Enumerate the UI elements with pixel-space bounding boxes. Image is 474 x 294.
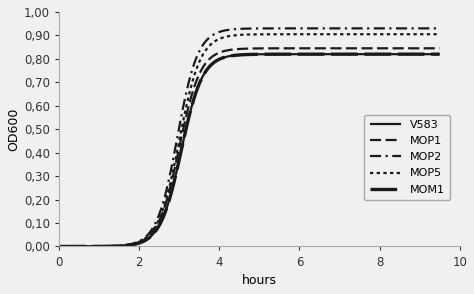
MOP5 <box>345 32 351 36</box>
MOP5 <box>80 245 85 248</box>
MOP1 <box>299 46 304 50</box>
V583 <box>384 52 390 56</box>
Line: MOP1: MOP1 <box>59 48 439 246</box>
Line: MOP2: MOP2 <box>59 28 439 246</box>
MOM1 <box>56 245 62 248</box>
MOP1 <box>277 46 283 50</box>
V583 <box>80 245 85 248</box>
MOM1 <box>287 52 293 56</box>
Y-axis label: OD600: OD600 <box>7 108 20 151</box>
Line: MOM1: MOM1 <box>59 54 439 246</box>
MOP5 <box>384 32 390 36</box>
Line: MOP5: MOP5 <box>59 34 439 246</box>
MOP1 <box>437 46 442 50</box>
MOP2 <box>299 26 304 30</box>
V583 <box>277 52 283 56</box>
MOP2 <box>384 26 390 30</box>
MOP5 <box>437 32 442 36</box>
MOP2 <box>80 245 85 248</box>
MOM1 <box>80 245 85 248</box>
MOP5 <box>277 32 283 36</box>
MOP2 <box>56 245 62 248</box>
MOP5 <box>56 245 62 248</box>
MOM1 <box>345 52 351 56</box>
MOP1 <box>384 46 390 50</box>
X-axis label: hours: hours <box>242 274 277 287</box>
MOP2 <box>277 27 283 30</box>
MOM1 <box>384 52 390 56</box>
V583 <box>299 52 304 56</box>
V583 <box>345 52 351 56</box>
MOP2 <box>345 26 351 30</box>
V583 <box>287 52 293 56</box>
MOP1 <box>80 245 85 248</box>
MOM1 <box>277 52 283 56</box>
V583 <box>56 245 62 248</box>
MOP2 <box>287 26 293 30</box>
MOP5 <box>287 32 293 36</box>
MOP2 <box>437 26 442 30</box>
MOM1 <box>437 52 442 56</box>
Line: V583: V583 <box>59 54 439 246</box>
Legend: V583, MOP1, MOP2, MOP5, MOM1: V583, MOP1, MOP2, MOP5, MOM1 <box>364 115 450 200</box>
MOM1 <box>299 52 304 56</box>
MOP5 <box>299 32 304 36</box>
MOP1 <box>56 245 62 248</box>
V583 <box>437 52 442 56</box>
MOP1 <box>345 46 351 50</box>
MOP1 <box>287 46 293 50</box>
